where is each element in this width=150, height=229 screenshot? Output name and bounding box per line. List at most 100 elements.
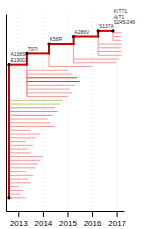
x-tick: 2014 bbox=[34, 211, 52, 228]
branch bbox=[9, 186, 18, 187]
branch bbox=[27, 70, 68, 71]
branch bbox=[9, 107, 55, 108]
branch bbox=[27, 77, 77, 78]
x-tick-label: 2014 bbox=[34, 219, 52, 228]
branch bbox=[9, 175, 33, 176]
branch bbox=[27, 96, 68, 97]
branch bbox=[74, 62, 117, 63]
x-tick-mark bbox=[117, 211, 118, 217]
node bbox=[97, 29, 100, 32]
node bbox=[7, 196, 10, 199]
y-axis-line bbox=[6, 15, 7, 212]
branch bbox=[9, 152, 31, 153]
connectors bbox=[9, 31, 113, 198]
annotation: A286V bbox=[74, 29, 90, 35]
annotation-line: T97I bbox=[28, 46, 38, 52]
y-axis bbox=[6, 15, 7, 212]
annotation-line: K58R bbox=[50, 36, 63, 42]
branch bbox=[9, 149, 28, 150]
x-tick-mark bbox=[18, 211, 19, 217]
branch bbox=[9, 104, 60, 105]
trunk-segment bbox=[27, 52, 49, 54]
branch bbox=[27, 81, 80, 82]
annotation: K/T71A/T1S245/248 bbox=[114, 8, 136, 25]
branch bbox=[113, 40, 122, 41]
trunk-segment bbox=[8, 65, 10, 198]
trunk-segment bbox=[98, 30, 113, 32]
annotation-line: A286V bbox=[74, 29, 90, 35]
grid-line bbox=[116, 14, 117, 211]
x-tick-mark bbox=[43, 211, 44, 217]
annotation: T97I bbox=[28, 46, 38, 52]
nodes bbox=[7, 29, 114, 199]
trunk-segment bbox=[49, 43, 74, 45]
grid bbox=[18, 14, 116, 211]
connector bbox=[26, 65, 27, 97]
x-tick-label: 2016 bbox=[84, 219, 102, 228]
connector bbox=[73, 44, 74, 63]
x-tick: 2015 bbox=[59, 211, 77, 228]
branch bbox=[9, 122, 50, 123]
branch bbox=[9, 182, 31, 183]
branch bbox=[9, 134, 40, 135]
branch bbox=[9, 179, 28, 180]
node bbox=[25, 52, 28, 55]
branch bbox=[9, 156, 43, 157]
branch bbox=[9, 171, 26, 172]
annotations: A138SE190DT97I K58R A286V S137AK/T71A/T1S24… bbox=[10, 8, 135, 63]
annotation: A138SE190D bbox=[10, 51, 26, 63]
branch bbox=[9, 145, 33, 146]
branch bbox=[9, 194, 21, 195]
branch bbox=[98, 55, 121, 56]
trunk bbox=[9, 31, 113, 198]
branch bbox=[9, 119, 48, 120]
x-axis: 2013 2014 2015 2016 2017 bbox=[7, 211, 127, 228]
branch bbox=[27, 92, 72, 93]
connector bbox=[49, 53, 50, 66]
trunk-segment bbox=[74, 36, 99, 38]
branch bbox=[27, 89, 70, 90]
annotation-line: S245/248 bbox=[114, 19, 136, 25]
trunk-segment bbox=[9, 64, 27, 66]
connector bbox=[8, 65, 9, 198]
branch bbox=[9, 126, 55, 127]
chart: 2013 2014 2015 2016 2017 A138SE190DT97I K58R A2… bbox=[0, 0, 150, 229]
branch bbox=[9, 160, 40, 161]
branch bbox=[9, 137, 36, 138]
branch bbox=[98, 51, 121, 52]
trunk-segment bbox=[26, 53, 28, 64]
x-tick: 2016 bbox=[84, 211, 102, 228]
annotation: S137A bbox=[99, 23, 115, 29]
x-tick-mark bbox=[67, 211, 68, 217]
x-tick-label: 2015 bbox=[59, 219, 77, 228]
node bbox=[47, 42, 50, 45]
x-tick-label: 2017 bbox=[108, 219, 126, 228]
branch bbox=[9, 115, 53, 116]
branch bbox=[113, 32, 122, 33]
x-tick-mark bbox=[92, 211, 93, 217]
branch bbox=[74, 59, 119, 60]
connector bbox=[98, 37, 99, 56]
grid-line bbox=[18, 14, 19, 211]
branch bbox=[9, 141, 26, 142]
grid-line bbox=[42, 14, 43, 211]
branch bbox=[98, 44, 121, 45]
branches bbox=[9, 33, 122, 198]
branch bbox=[9, 130, 31, 131]
branch bbox=[113, 36, 122, 37]
grid-line bbox=[92, 14, 93, 211]
branch bbox=[9, 190, 23, 191]
x-tick: 2017 bbox=[108, 211, 126, 228]
branch bbox=[9, 197, 26, 198]
node bbox=[111, 29, 114, 32]
annotation: K58R bbox=[50, 36, 63, 42]
annotation-line: E190D bbox=[10, 57, 26, 63]
branch bbox=[27, 74, 72, 75]
branch bbox=[9, 111, 58, 112]
node bbox=[7, 63, 10, 66]
branch bbox=[9, 164, 38, 165]
branch bbox=[9, 100, 63, 101]
x-tick: 2013 bbox=[10, 211, 28, 228]
x-axis-line bbox=[7, 211, 125, 212]
x-tick-label: 2013 bbox=[10, 219, 28, 228]
